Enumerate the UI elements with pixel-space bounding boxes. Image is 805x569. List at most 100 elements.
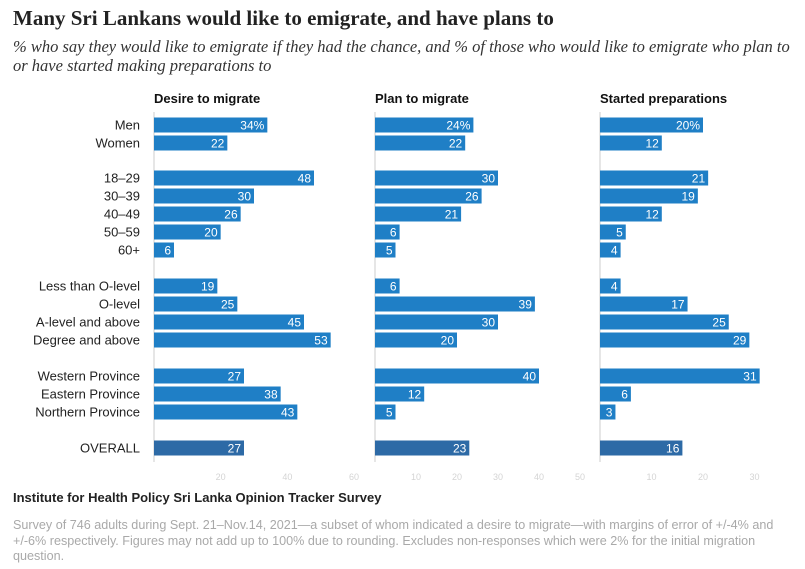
bar-0-9 — [154, 314, 304, 330]
bar-2-6 — [600, 242, 621, 258]
bar-label-2-9: 25 — [712, 316, 726, 330]
category-label-11: Western Province — [38, 369, 140, 384]
tick-label-1-1: 20 — [452, 472, 462, 482]
bar-label-1-2: 30 — [482, 172, 496, 186]
bar-0-1 — [154, 135, 228, 151]
category-label-8: O-level — [99, 297, 140, 312]
bar-label-0-13: 43 — [281, 406, 295, 420]
category-label-9: A-level and above — [36, 315, 140, 330]
panel-header-2: Started preparations — [600, 91, 727, 106]
tick-label-2-0: 10 — [646, 472, 656, 482]
bar-1-12 — [375, 386, 425, 402]
bar-label-0-4: 26 — [224, 208, 238, 222]
bar-label-1-10: 20 — [441, 334, 455, 348]
bar-2-7 — [600, 278, 621, 294]
bar-label-0-6: 6 — [164, 244, 171, 258]
bar-0-3 — [154, 188, 254, 204]
tick-label-0-0: 20 — [216, 472, 226, 482]
bar-2-10 — [600, 332, 750, 348]
tick-label-2-2: 30 — [749, 472, 759, 482]
bar-2-4 — [600, 206, 662, 222]
category-label-7: Less than O-level — [39, 279, 140, 294]
category-label-14: OVERALL — [80, 441, 140, 456]
bar-label-2-8: 17 — [671, 298, 685, 312]
bar-2-1 — [600, 135, 662, 151]
bar-1-14 — [375, 440, 470, 456]
bar-label-2-4: 12 — [645, 208, 659, 222]
bar-label-2-7: 4 — [611, 280, 618, 294]
tick-label-2-1: 20 — [698, 472, 708, 482]
bar-label-2-2: 21 — [692, 172, 706, 186]
tick-label-1-4: 50 — [575, 472, 585, 482]
bar-0-7 — [154, 278, 218, 294]
panel-header-0: Desire to migrate — [154, 91, 260, 106]
bar-0-6 — [154, 242, 174, 258]
bar-2-14 — [600, 440, 683, 456]
bar-label-2-13: 3 — [606, 406, 613, 420]
bar-label-0-8: 25 — [221, 298, 235, 312]
bar-1-3 — [375, 188, 482, 204]
bar-label-0-9: 45 — [288, 316, 302, 330]
bar-label-1-5: 6 — [390, 226, 397, 240]
bar-label-1-0: 24% — [446, 119, 470, 133]
bar-label-0-7: 19 — [201, 280, 215, 294]
bar-2-2 — [600, 170, 709, 186]
bar-1-7 — [375, 278, 400, 294]
bar-label-1-6: 5 — [386, 244, 393, 258]
bar-label-2-10: 29 — [733, 334, 747, 348]
bar-label-1-3: 26 — [465, 190, 479, 204]
category-label-5: 50–59 — [104, 225, 140, 240]
bar-label-0-1: 22 — [211, 137, 225, 151]
bar-0-14 — [154, 440, 244, 456]
category-label-12: Eastern Province — [41, 387, 140, 402]
bar-2-9 — [600, 314, 729, 330]
bar-label-1-11: 40 — [523, 370, 537, 384]
bar-label-1-12: 12 — [408, 388, 422, 402]
bar-0-2 — [154, 170, 314, 186]
tick-label-1-0: 10 — [411, 472, 421, 482]
bar-1-13 — [375, 404, 396, 420]
bar-1-5 — [375, 224, 400, 240]
bar-label-2-0: 20% — [676, 119, 700, 133]
bar-1-2 — [375, 170, 498, 186]
bar-0-11 — [154, 368, 244, 384]
bar-label-1-9: 30 — [482, 316, 496, 330]
bar-label-1-4: 21 — [445, 208, 459, 222]
methodology-note: Survey of 746 adults during Sept. 21–Nov… — [13, 518, 774, 563]
bar-0-0 — [154, 117, 268, 133]
tick-label-0-1: 40 — [282, 472, 292, 482]
bar-2-13 — [600, 404, 616, 420]
bar-0-12 — [154, 386, 281, 402]
bar-2-0 — [600, 117, 703, 133]
bar-2-11 — [600, 368, 760, 384]
bar-2-8 — [600, 296, 688, 312]
bar-label-2-6: 4 — [611, 244, 618, 258]
bar-1-0 — [375, 117, 474, 133]
bar-0-13 — [154, 404, 298, 420]
tick-label-1-3: 40 — [534, 472, 544, 482]
chart-title: Many Sri Lankans would like to emigrate,… — [13, 6, 554, 30]
category-label-0: Men — [115, 118, 140, 133]
bar-0-4 — [154, 206, 241, 222]
bar-label-1-14: 23 — [453, 442, 467, 456]
category-label-10: Degree and above — [33, 333, 140, 348]
bar-label-2-12: 6 — [621, 388, 628, 402]
chart-svg: Men Women 18–29 30–39 40–49 50–59 60+ Less than… — [33, 91, 760, 482]
bar-label-0-2: 48 — [298, 172, 312, 186]
chart-subtitle: % who say they would like to emigrate if… — [13, 37, 790, 75]
bar-2-3 — [600, 188, 698, 204]
bar-2-12 — [600, 386, 631, 402]
bar-label-0-10: 53 — [314, 334, 328, 348]
category-label-2: 18–29 — [104, 171, 140, 186]
category-label-6: 60+ — [118, 243, 140, 258]
tick-label-0-2: 60 — [349, 472, 359, 482]
bar-label-2-14: 16 — [666, 442, 680, 456]
panel-header-1: Plan to migrate — [375, 91, 469, 106]
bar-1-9 — [375, 314, 498, 330]
bar-1-10 — [375, 332, 457, 348]
bar-0-5 — [154, 224, 221, 240]
bar-label-1-8: 39 — [519, 298, 533, 312]
bar-0-8 — [154, 296, 238, 312]
bar-label-2-3: 19 — [681, 190, 695, 204]
bar-label-1-7: 6 — [390, 280, 397, 294]
